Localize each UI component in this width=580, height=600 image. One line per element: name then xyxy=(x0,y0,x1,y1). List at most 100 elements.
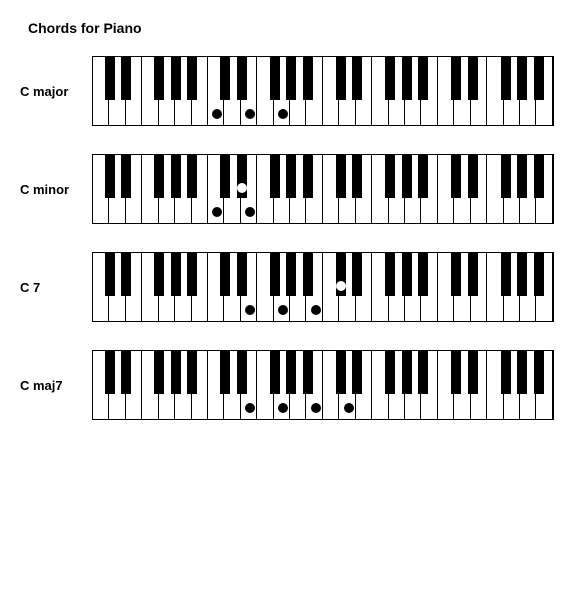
black-key xyxy=(121,57,131,100)
black-key xyxy=(402,253,412,296)
black-key xyxy=(352,351,362,394)
black-key xyxy=(171,155,181,198)
black-key xyxy=(534,351,544,394)
black-key xyxy=(237,253,247,296)
chord-note-dot xyxy=(245,305,255,315)
black-key xyxy=(468,253,478,296)
piano-keyboard xyxy=(92,252,554,322)
black-key xyxy=(534,57,544,100)
black-key xyxy=(418,57,428,100)
black-key xyxy=(286,57,296,100)
black-key xyxy=(187,253,197,296)
black-key xyxy=(286,253,296,296)
black-key xyxy=(385,351,395,394)
black-key xyxy=(385,253,395,296)
black-key xyxy=(418,351,428,394)
chord-note-dot xyxy=(278,403,288,413)
chord-note-dot xyxy=(278,305,288,315)
black-key xyxy=(303,57,313,100)
chord-note-dot xyxy=(212,207,222,217)
black-key xyxy=(451,57,461,100)
black-key xyxy=(336,155,346,198)
page-title: Chords for Piano xyxy=(28,20,560,36)
black-key xyxy=(352,253,362,296)
chord-label: C 7 xyxy=(20,280,92,295)
black-key xyxy=(352,57,362,100)
black-key xyxy=(270,57,280,100)
black-key xyxy=(154,253,164,296)
chord-note-dot xyxy=(212,109,222,119)
chord-note-dot xyxy=(311,305,321,315)
piano-keyboard xyxy=(92,56,554,126)
black-key xyxy=(468,351,478,394)
chord-note-dot xyxy=(311,403,321,413)
black-key xyxy=(336,57,346,100)
black-key xyxy=(154,57,164,100)
black-key xyxy=(468,155,478,198)
black-key xyxy=(517,351,527,394)
chord-note-dot xyxy=(245,207,255,217)
black-key xyxy=(105,57,115,100)
black-key xyxy=(237,351,247,394)
chord-label: C major xyxy=(20,84,92,99)
black-key xyxy=(171,253,181,296)
black-key xyxy=(303,253,313,296)
chord-row: C maj7 xyxy=(20,350,560,420)
black-key xyxy=(385,57,395,100)
black-key xyxy=(286,155,296,198)
black-key xyxy=(121,253,131,296)
chord-row: C minor xyxy=(20,154,560,224)
black-key xyxy=(220,57,230,100)
black-key xyxy=(468,57,478,100)
black-key xyxy=(220,351,230,394)
black-key xyxy=(385,155,395,198)
black-key xyxy=(352,155,362,198)
piano-keyboard xyxy=(92,350,554,420)
black-key xyxy=(270,155,280,198)
chords-container: C major C minor C 7 C maj7 xyxy=(20,56,560,420)
black-key xyxy=(187,57,197,100)
black-key xyxy=(270,351,280,394)
piano-keyboard xyxy=(92,154,554,224)
chord-row: C major xyxy=(20,56,560,126)
black-key xyxy=(451,155,461,198)
black-key xyxy=(451,351,461,394)
chord-note-dot xyxy=(245,109,255,119)
black-key xyxy=(105,253,115,296)
black-key xyxy=(303,351,313,394)
black-key xyxy=(501,155,511,198)
black-key xyxy=(154,155,164,198)
chord-note-dot xyxy=(336,281,346,291)
black-key xyxy=(270,253,280,296)
black-key xyxy=(402,351,412,394)
black-key xyxy=(534,155,544,198)
black-key xyxy=(220,253,230,296)
black-key xyxy=(451,253,461,296)
black-key xyxy=(402,155,412,198)
chord-note-dot xyxy=(344,403,354,413)
black-key xyxy=(534,253,544,296)
chord-row: C 7 xyxy=(20,252,560,322)
black-key xyxy=(187,155,197,198)
chord-note-dot xyxy=(278,109,288,119)
chord-label: C maj7 xyxy=(20,378,92,393)
black-key xyxy=(418,155,428,198)
black-key xyxy=(303,155,313,198)
black-key xyxy=(105,351,115,394)
black-key xyxy=(501,57,511,100)
chord-note-dot xyxy=(237,183,247,193)
black-key xyxy=(237,57,247,100)
black-key xyxy=(121,351,131,394)
black-key xyxy=(121,155,131,198)
black-key xyxy=(171,57,181,100)
chord-note-dot xyxy=(245,403,255,413)
black-key xyxy=(187,351,197,394)
black-key xyxy=(418,253,428,296)
black-key xyxy=(154,351,164,394)
black-key xyxy=(105,155,115,198)
black-key xyxy=(171,351,181,394)
black-key xyxy=(517,253,527,296)
black-key xyxy=(286,351,296,394)
chord-label: C minor xyxy=(20,182,92,197)
black-key xyxy=(220,155,230,198)
